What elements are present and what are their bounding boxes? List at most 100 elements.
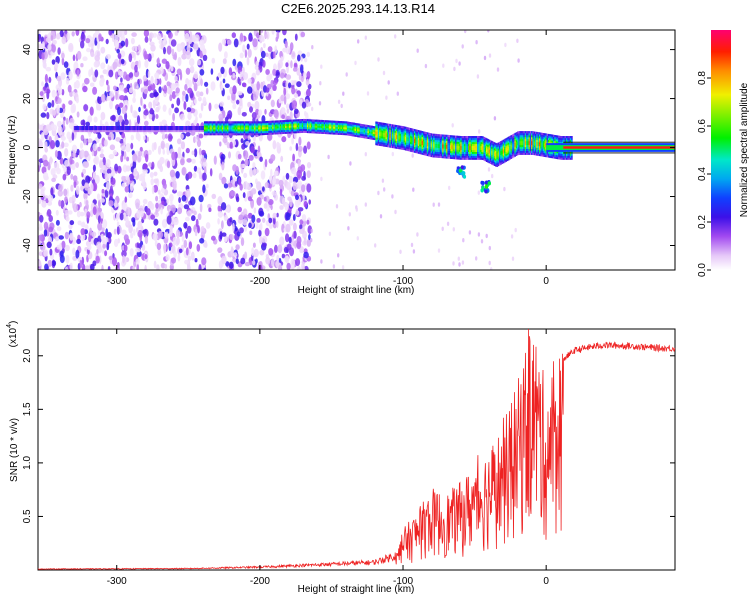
spectrogram-ridge-cell [529,150,532,153]
spectrogram-noise-cell [186,107,192,113]
spectrogram-ridge-cell [352,128,354,131]
spectrogram-ridge-cell [221,123,224,126]
spectrogram-noise-cell [286,262,291,270]
spectrogram-ridge-cell [192,129,194,133]
spectrogram-noise-cell [88,235,92,242]
spectrogram-ridge-cell [419,134,421,137]
spectrogram-ridge-cell [459,137,461,141]
spectrogram-noise-cell [221,176,227,185]
spectrogram-ridge-cell [531,150,533,153]
spectrogram-noise-cell [198,194,204,203]
spectrogram-ridge-cell [519,144,522,148]
spectrogram-ridge-cell [299,125,301,128]
spectrogram-noise-cell [161,218,168,228]
spectrogram-ridge-cell [290,127,292,130]
spectrogram-ridge-cell [259,125,261,128]
spectrogram-noise-cell [154,72,160,80]
spectrogram-noise-cell [119,212,124,221]
spectrogram-ridge-cell [149,126,152,129]
spectrogram-noise-cell [332,264,336,269]
spectrogram-ridge-cell [438,142,440,145]
spectrogram-noise-cell [134,45,138,52]
spectrogram-ridge-cell [469,153,471,156]
spectrogram-ridge-cell [107,126,109,129]
spectrogram-ridge-cell [274,132,277,135]
spectrogram-ridge-cell [319,123,322,126]
spectrogram-ridge-cell [531,139,533,142]
spectrogram-ridge-cell [174,126,176,129]
spectrogram-ridge-cell [259,129,261,132]
spectrogram-ridge-cell [107,129,109,133]
spectrogram-ridge-cell [129,126,131,129]
spectrogram-noise-cell [285,223,291,233]
spectrogram-ridge-cell [145,128,148,131]
spectrogram-ridge-cell [268,124,270,127]
spectrogram-noise-cell [38,251,43,257]
spectrogram-ridge-cell [475,136,478,139]
spectrogram-noise-cell [48,226,54,233]
spectrogram-noise-cell [186,158,192,163]
spectrogram-ridge-cell [318,121,321,124]
spectrogram-noise-cell [159,165,164,173]
spectrogram-noise-cell [256,181,262,191]
spectrogram-ridge-cell [341,132,344,136]
spectrogram-ridge-cell [493,142,496,145]
spectrogram-ridge-cell [462,149,465,152]
spectrogram-ridge-cell [73,126,76,129]
spectrogram-ridge-cell [520,152,523,155]
spectrogram-ridge-cell [216,133,219,136]
spectrogram-ridge-cell [452,153,455,156]
spectrogram-ridge-cell [506,143,509,146]
spectrogram-ridge-cell [133,126,135,129]
spectrogram-ridge-cell [389,125,391,129]
spectrogram-ridge-cell [501,154,504,157]
spectrogram-ridge-cell [295,127,297,130]
spectrogram-ridge-cell [420,132,422,135]
spectrogram-ridge-cell [111,126,113,129]
spectrogram-ridge-cell [536,137,538,140]
spectrogram-ridge-cell [319,127,322,130]
spectrogram-noise-cell [299,224,303,230]
spectrogram-noise-cell [195,218,199,228]
spectrogram-ridge-cell [528,131,531,134]
spectrogram-noise-cell [185,230,189,239]
spectrogram-noise-cell [153,178,159,184]
spectrogram-ridge-cell [287,125,290,128]
spectrogram-ridge-cell [304,130,306,133]
spectrogram-ridge-cell [377,123,380,127]
spectrogram-noise-cell [253,248,259,258]
spectrogram-ridge-cell [304,126,306,129]
spectrogram-ridge-cell [153,129,156,133]
spectrogram-ridge-cell [473,151,475,154]
spectrogram-noise-cell [130,37,135,45]
spectrogram-ridge-cell [475,138,478,141]
spectrogram-noise-cell [43,128,49,136]
spectrogram-ridge-cell [219,123,221,126]
spectrogram-noise-cell [187,87,193,94]
spectrogram-noise-cell [285,62,289,68]
spectrogram-ridge-cell [111,129,113,133]
spectrogram-ridge-cell [368,137,371,140]
spectrogram-ridge-cell [238,129,241,132]
spectrogram-ridge-cell [176,126,179,129]
spectrogram-ridge-cell [277,128,279,131]
spectrogram-ridge-cell [259,121,261,124]
spectrogram-noise-cell [45,66,52,72]
spectrogram-noise-cell [179,71,183,81]
spectrogram-ridge-cell [461,136,464,139]
spectrogram-ridge-cell [410,132,412,135]
spectrogram-noise-cell [296,169,303,179]
spectrogram-noise-cell [272,212,277,219]
spectrogram-ridge-cell [241,133,243,136]
spectrogram-noise-cell [92,143,98,152]
spectrogram-ridge-cell [130,128,133,131]
spectrogram-ridge-cell [156,129,158,133]
spectrogram-noise-cell [232,222,235,232]
spectrogram-ridge-cell [136,128,139,131]
spectrogram-ridge-cell [506,155,509,158]
spectrogram-noise-cell [101,264,104,270]
spectrogram-noise-cell [288,175,294,184]
spectrogram-noise-cell [86,47,91,53]
spectrogram-ridge-cell [410,147,412,150]
spectrogram-noise-cell [281,114,285,119]
